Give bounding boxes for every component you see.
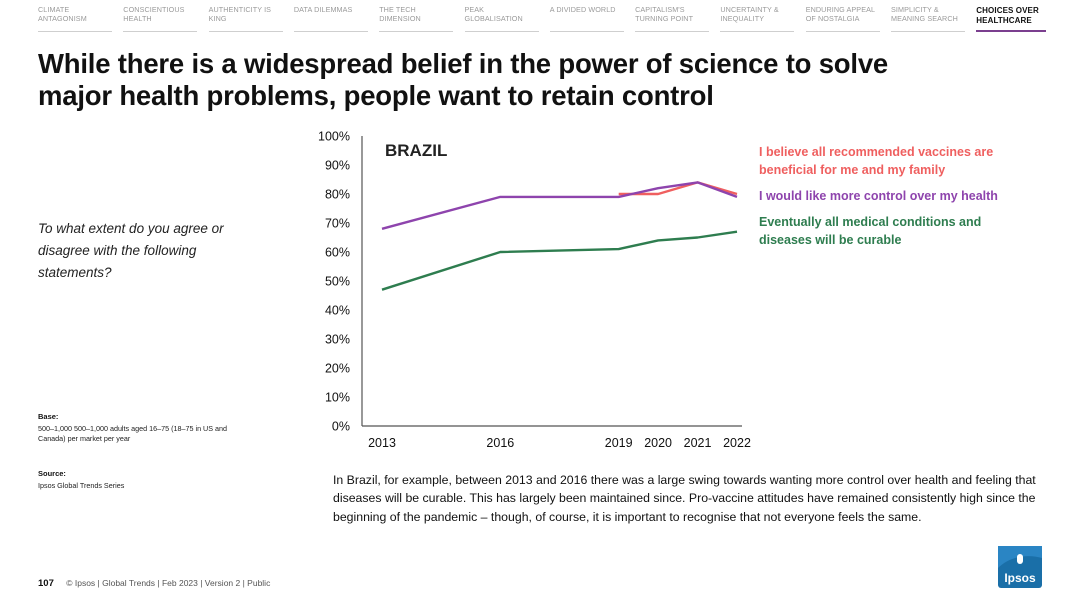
y-tick-label: 90% xyxy=(325,159,350,173)
survey-question: To what extent do you agree or disagree … xyxy=(38,221,224,280)
ipsos-logo: Ipsos xyxy=(998,546,1042,588)
series-line-3 xyxy=(381,230,738,291)
y-tick-label: 100% xyxy=(318,130,350,144)
footer: 107 © Ipsos | Global Trends | Feb 2023 |… xyxy=(38,578,270,589)
nav-item-9[interactable]: Uncertainty & Inequality xyxy=(720,5,795,32)
nav-item-4[interactable]: Data Dilemmas xyxy=(293,5,368,32)
footer-text: © Ipsos | Global Trends | Feb 2023 | Ver… xyxy=(66,578,271,588)
page-title: While there is a widespread belief in th… xyxy=(38,48,889,111)
series-line-1 xyxy=(618,181,738,196)
x-tick-label: 2019 xyxy=(605,436,633,450)
series-line-2 xyxy=(381,181,738,230)
source-heading: Source: xyxy=(38,469,66,478)
nav-item-12[interactable]: Choices over Healthcare xyxy=(976,6,1047,32)
base-heading: Base: xyxy=(38,412,59,421)
nav-item-11[interactable]: Simplicity & Meaning Search xyxy=(891,5,965,32)
y-tick-label: 60% xyxy=(325,246,350,260)
y-tick-label: 80% xyxy=(325,188,350,202)
legend-entry-3: Eventually all medical conditions and di… xyxy=(759,215,982,247)
nav-item-3[interactable]: Authenticity is King xyxy=(208,5,283,32)
legend-entry-1: I believe all recommended vaccines are b… xyxy=(759,145,994,177)
chart-title: BRAZIL xyxy=(385,141,447,160)
y-tick-label: 0% xyxy=(332,420,350,434)
nav-item-2[interactable]: Conscientious Health xyxy=(123,5,198,32)
x-tick-label: 2021 xyxy=(684,436,712,450)
page-number: 107 xyxy=(38,578,54,589)
legend-entry-2: I would like more control over my health xyxy=(759,189,998,203)
logo-text: Ipsos xyxy=(1004,571,1036,585)
nav-item-8[interactable]: Capitalism's Turning Point xyxy=(635,5,710,32)
y-tick-label: 70% xyxy=(325,217,350,231)
nav-item-7[interactable]: A Divided World xyxy=(549,5,624,32)
y-tick-label: 30% xyxy=(325,333,350,347)
nav-item-10[interactable]: Enduring Appeal of Nostalgia xyxy=(805,5,880,32)
top-navigation: Climate Antagonism Conscientious Health Au… xyxy=(38,5,1068,34)
y-tick-label: 50% xyxy=(325,275,350,289)
base-text: 500–1,000 500–1,000 adults aged 16–75 (1… xyxy=(38,424,228,443)
y-tick-label: 10% xyxy=(325,391,350,405)
source-text: Ipsos Global Trends Series xyxy=(38,481,125,490)
line-chart: 0% 10% 20% 30% 40% 50% 60% 70% 80% 90% 100% 2013 20… xyxy=(318,130,751,451)
x-tick-label: 2016 xyxy=(486,436,514,450)
x-tick-label: 2022 xyxy=(723,436,751,450)
chart-caption: In Brazil, for example, between 2013 and… xyxy=(333,473,1036,524)
nav-item-1[interactable]: Climate Antagonism xyxy=(38,5,112,32)
y-tick-label: 40% xyxy=(325,304,350,318)
nav-item-5[interactable]: The Tech Dimension xyxy=(379,5,454,32)
nav-item-6[interactable]: Peak Globalisation xyxy=(464,5,539,32)
x-tick-label: 2013 xyxy=(368,436,396,450)
chart-legend: I believe all recommended vaccines are b… xyxy=(759,143,1019,257)
x-tick-label: 2020 xyxy=(644,436,672,450)
y-tick-label: 20% xyxy=(325,362,350,376)
